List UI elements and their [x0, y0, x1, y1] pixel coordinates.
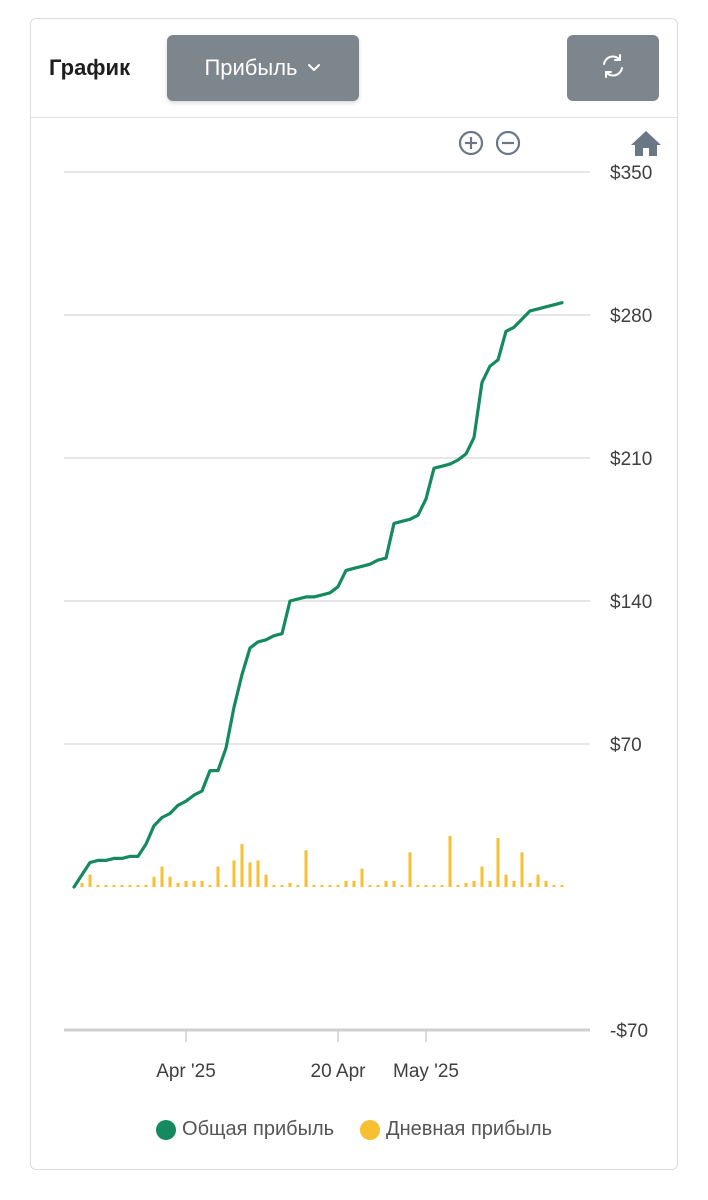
refresh-button[interactable] — [567, 35, 659, 101]
daily-profit-bar[interactable] — [432, 884, 436, 887]
y-tick-label: $280 — [610, 306, 652, 327]
card-title: График — [49, 55, 131, 80]
y-tick-label: $70 — [610, 735, 642, 756]
daily-profit-bar[interactable] — [112, 884, 116, 887]
daily-profit-bar[interactable] — [536, 874, 540, 887]
daily-profit-bar[interactable] — [192, 880, 196, 887]
daily-profit-bar[interactable] — [552, 884, 556, 887]
daily-profit-bar[interactable] — [480, 866, 484, 887]
daily-profit-bar[interactable] — [544, 880, 548, 887]
daily-profit-bar[interactable] — [464, 882, 468, 887]
daily-profit-bar[interactable] — [408, 852, 412, 887]
daily-profit-bar[interactable] — [560, 884, 564, 887]
daily-profit-bar[interactable] — [504, 874, 508, 887]
chart-card: График Прибыль — [30, 18, 678, 1170]
daily-profit-bar[interactable] — [312, 884, 316, 887]
y-tick-label: $210 — [610, 449, 652, 470]
legend-item-total[interactable]: Общая прибыль — [156, 1118, 334, 1141]
daily-profit-bar[interactable] — [120, 884, 124, 887]
daily-profit-bar[interactable] — [216, 866, 220, 887]
daily-profit-bar[interactable] — [176, 882, 180, 887]
daily-profit-bar[interactable] — [96, 884, 100, 887]
home-icon[interactable] — [631, 131, 661, 156]
daily-profit-bar[interactable] — [248, 862, 252, 887]
legend-item-daily[interactable]: Дневная прибыль — [360, 1118, 552, 1141]
daily-profit-bar[interactable] — [136, 884, 140, 887]
daily-profit-bar[interactable] — [272, 884, 276, 887]
daily-profit-bar[interactable] — [472, 880, 476, 887]
daily-profit-bar[interactable] — [424, 884, 428, 887]
daily-profit-bar[interactable] — [344, 880, 348, 887]
y-tick-label: $140 — [610, 592, 652, 613]
zoom-in-icon[interactable] — [458, 130, 484, 156]
x-axis-ticks: Apr '25 20 Apr May '25 — [156, 1030, 459, 1082]
daily-profit-bar[interactable] — [184, 880, 188, 887]
daily-profit-bar[interactable] — [288, 882, 292, 887]
daily-profit-bar[interactable] — [88, 874, 92, 887]
legend-marker-total — [156, 1119, 177, 1140]
daily-profit-bar[interactable] — [520, 852, 524, 887]
daily-profit-bar[interactable] — [240, 844, 244, 887]
legend-label-daily: Дневная прибыль — [386, 1118, 552, 1140]
daily-profit-bar[interactable] — [496, 837, 500, 887]
metric-dropdown[interactable]: Прибыль — [167, 35, 359, 101]
daily-profit-bar[interactable] — [296, 884, 300, 887]
daily-profit-bar[interactable] — [360, 868, 364, 887]
daily-profit-bar[interactable] — [224, 884, 228, 887]
daily-profit-bar[interactable] — [160, 866, 164, 887]
daily-profit-bar[interactable] — [304, 850, 308, 887]
daily-profit-bar[interactable] — [488, 880, 492, 887]
daily-profit-bar[interactable] — [400, 884, 404, 887]
daily-profit-bar[interactable] — [80, 882, 84, 887]
daily-profit-bar[interactable] — [456, 884, 460, 887]
chart-legend: Общая прибыль Дневная прибыль — [0, 1118, 708, 1141]
daily-profit-bar[interactable] — [144, 884, 148, 887]
card-header: График Прибыль — [31, 19, 677, 118]
y-axis-ticks: $350 $280 $210 $140 $70 -$70 — [610, 163, 652, 1042]
daily-profit-bar[interactable] — [320, 884, 324, 887]
daily-profit-bar[interactable] — [448, 835, 452, 887]
daily-profit-bar[interactable] — [264, 874, 268, 887]
grid-layer — [64, 171, 590, 1032]
daily-profit-bar[interactable] — [384, 880, 388, 887]
daily-profit-bar[interactable] — [328, 884, 332, 887]
total-profit-line[interactable] — [72, 301, 564, 889]
daily-profit-bar[interactable] — [280, 884, 284, 887]
daily-profit-bars — [80, 835, 564, 887]
daily-profit-bar[interactable] — [256, 860, 260, 887]
daily-profit-bar[interactable] — [416, 884, 420, 887]
daily-profit-bar[interactable] — [104, 884, 108, 887]
daily-profit-bar[interactable] — [376, 884, 380, 887]
daily-profit-bar[interactable] — [232, 860, 236, 887]
x-tick-label: Apr '25 — [156, 1061, 216, 1082]
legend-label-total: Общая прибыль — [182, 1118, 335, 1140]
daily-profit-bar[interactable] — [208, 884, 212, 887]
daily-profit-bar[interactable] — [512, 880, 516, 887]
x-tick-label: 20 Apr — [311, 1061, 367, 1082]
zoom-out-icon[interactable] — [495, 130, 521, 156]
x-tick-label: May '25 — [393, 1061, 459, 1082]
y-tick-label: -$70 — [610, 1021, 648, 1042]
refresh-icon — [599, 52, 627, 85]
legend-marker-daily — [360, 1119, 381, 1140]
chevron-down-icon — [306, 55, 322, 81]
daily-profit-bar[interactable] — [352, 880, 356, 887]
daily-profit-bar[interactable] — [336, 884, 340, 887]
daily-profit-bar[interactable] — [528, 882, 532, 887]
metric-dropdown-label: Прибыль — [204, 55, 298, 80]
daily-profit-bar[interactable] — [440, 884, 444, 887]
daily-profit-bar[interactable] — [168, 876, 172, 887]
y-tick-label: $350 — [610, 163, 652, 184]
daily-profit-bar[interactable] — [368, 884, 372, 887]
daily-profit-bar[interactable] — [392, 880, 396, 887]
total-profit-line-layer — [72, 301, 564, 889]
daily-profit-bar[interactable] — [128, 884, 132, 887]
daily-profit-bar[interactable] — [152, 876, 156, 887]
daily-profit-bar[interactable] — [200, 880, 204, 887]
